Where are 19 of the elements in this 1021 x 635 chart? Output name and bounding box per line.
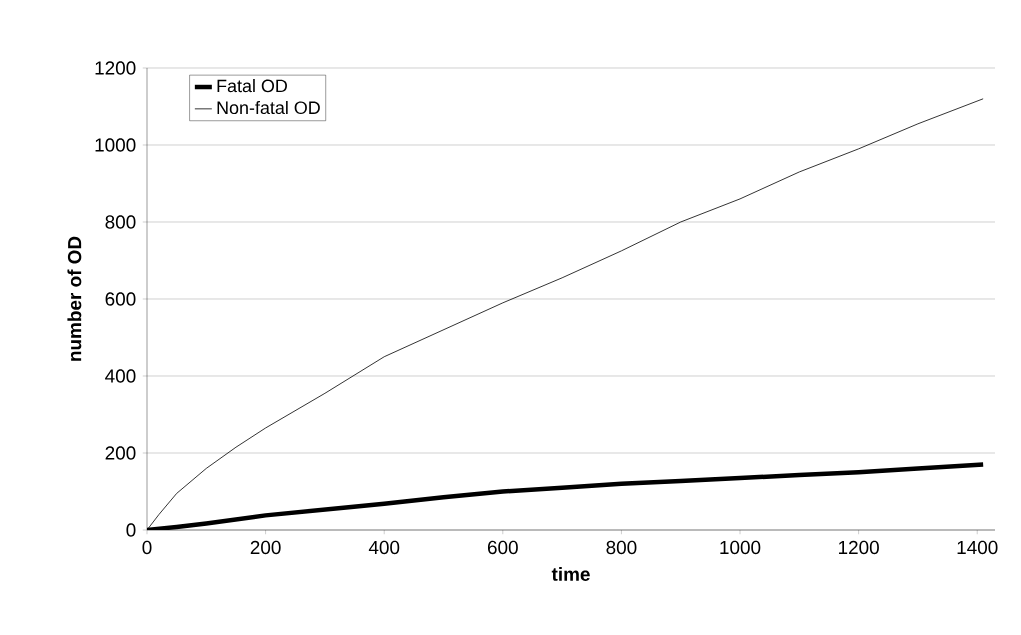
- x-tick-label: 400: [368, 540, 400, 555]
- y-tick-label: 1200: [95, 61, 136, 75]
- legend-label: Fatal OD: [217, 79, 287, 93]
- x-tick-label: 1000: [720, 540, 761, 555]
- x-axis-title: time: [551, 566, 590, 581]
- x-tick-label: 1400: [957, 540, 998, 555]
- x-tick-label: 1200: [839, 540, 879, 555]
- x-tick-label: 600: [487, 540, 518, 555]
- y-tick-label: 1000: [95, 138, 136, 152]
- y-tick-label: 0: [126, 523, 136, 537]
- x-tick-label: 200: [250, 540, 281, 555]
- y-tick-label: 200: [105, 446, 136, 460]
- y-axis-title: number of OD: [67, 236, 82, 361]
- y-tick-label: 600: [105, 292, 136, 306]
- y-tick-label: 400: [105, 369, 136, 383]
- legend-label: Non-fatal OD: [217, 100, 320, 115]
- x-tick-label: 0: [142, 540, 152, 555]
- x-tick-label: 800: [606, 540, 637, 555]
- y-tick-label: 800: [105, 215, 136, 229]
